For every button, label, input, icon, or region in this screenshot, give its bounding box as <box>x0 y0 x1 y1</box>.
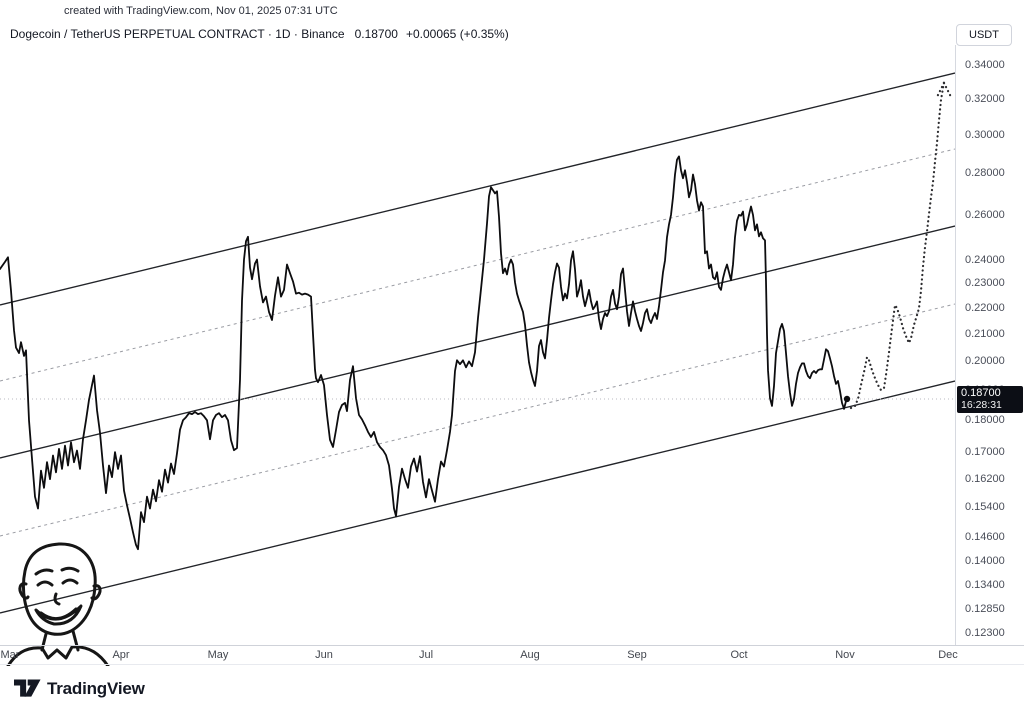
price-tick-label: 0.18000 <box>965 414 1005 427</box>
symbol-title[interactable]: Dogecoin / TetherUS PERPETUAL CONTRACT ·… <box>10 26 345 41</box>
last-price-badge: 0.18700 16:28:31 <box>957 385 1023 413</box>
badge-countdown: 16:28:31 <box>961 398 1002 411</box>
time-axis-label-jun: Jun <box>315 649 333 661</box>
credit-text: created with TradingView.com, Nov 01, 20… <box>64 5 338 17</box>
time-axis-label-oct: Oct <box>730 649 748 661</box>
tradingview-logo-icon <box>14 679 41 697</box>
price-tick-label: 0.21000 <box>965 328 1005 341</box>
channel-line-solid-0 <box>0 72 955 306</box>
price-change: +0.00065 (+0.35%) <box>405 26 509 41</box>
badge-price: 0.18700 <box>961 386 1001 399</box>
channel-line-dashed-3 <box>0 303 955 537</box>
price-tick-label: 0.30000 <box>965 128 1005 141</box>
currency-unit-button[interactable]: USDT <box>956 24 1012 46</box>
price-tick-label: 0.14600 <box>965 531 1005 544</box>
chart-header: Dogecoin / TetherUS PERPETUAL CONTRACT ·… <box>0 22 1024 45</box>
price-chart-svg[interactable] <box>0 45 955 645</box>
tradingview-logo[interactable]: TradingView <box>14 679 145 699</box>
time-axis-label-may: May <box>207 649 229 661</box>
time-axis-label-jul: Jul <box>418 649 434 661</box>
projection-dotted-path <box>849 81 946 410</box>
price-tick-label: 0.26000 <box>965 208 1005 221</box>
last-price: 0.18700 <box>354 26 398 41</box>
time-axis-label-apr: Apr <box>112 649 130 661</box>
price-line-series <box>0 155 848 551</box>
channel-line-solid-4 <box>0 380 955 614</box>
channel-line-dashed-1 <box>0 148 955 382</box>
price-tick-label: 0.14000 <box>965 554 1005 567</box>
price-tick-label: 0.22000 <box>965 302 1005 315</box>
price-tick-label: 0.12850 <box>965 602 1005 615</box>
price-tick-label: 0.15400 <box>965 501 1005 514</box>
time-axis-label-mar: Mar <box>0 649 20 661</box>
chart-canvas[interactable] <box>0 45 955 645</box>
price-tick-label: 0.24000 <box>965 253 1005 266</box>
time-axis-label-dec: Dec <box>938 649 958 661</box>
price-tick-label: 0.23000 <box>965 277 1005 290</box>
price-tick-label: 0.17000 <box>965 446 1005 459</box>
projection-arrowhead-left <box>935 81 946 99</box>
time-scale[interactable]: Mar Apr May Jun Jul Aug Sep Oct Nov Dec <box>0 645 1024 665</box>
footer-bar: TradingView <box>0 666 1024 711</box>
price-line-end-dot <box>843 395 851 403</box>
price-scale[interactable]: 0.34000 0.32000 0.30000 0.28000 0.26000 0.240… <box>955 45 1024 645</box>
price-tick-label: 0.32000 <box>965 92 1005 105</box>
price-tick-label: 0.12300 <box>965 627 1005 639</box>
credit-bar: created with TradingView.com, Nov 01, 20… <box>0 0 1024 22</box>
price-tick-label: 0.20000 <box>965 355 1005 368</box>
time-axis-label-aug: Aug <box>520 649 540 661</box>
projection-arrowhead-right <box>942 81 953 99</box>
time-axis-label-nov: Nov <box>835 649 855 661</box>
channel-line-solid-2 <box>0 225 955 459</box>
currency-unit-label: USDT <box>969 29 999 41</box>
price-tick-label: 0.34000 <box>965 59 1005 71</box>
price-tick-label: 0.28000 <box>965 167 1005 180</box>
tradingview-brand-text: TradingView <box>47 678 145 698</box>
price-tick-label: 0.13400 <box>965 579 1005 592</box>
time-axis-label-sep: Sep <box>627 649 647 661</box>
price-tick-label: 0.16200 <box>965 473 1005 486</box>
